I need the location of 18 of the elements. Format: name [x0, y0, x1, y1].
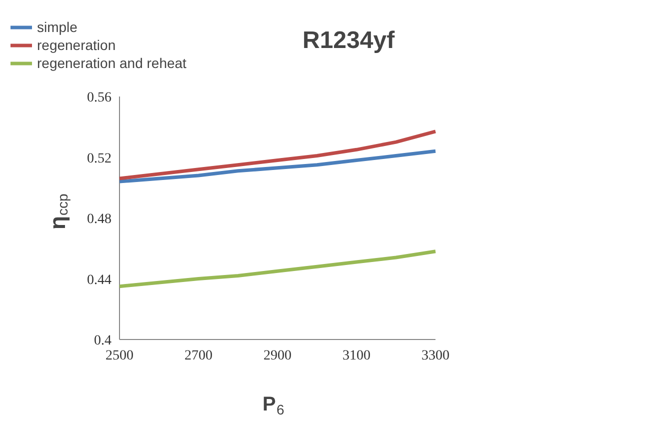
y-tick-label: 0.52	[87, 151, 112, 166]
x-tick-label: 3300	[422, 348, 450, 364]
x-tick-label: 2900	[264, 348, 292, 364]
x-tick-label: 3100	[342, 348, 370, 364]
y-tick-label: 0.56	[87, 90, 112, 106]
y-tick-label: 0.44	[87, 272, 112, 288]
x-tick-label: 2500	[106, 348, 134, 364]
y-axis-title: ηccp	[45, 194, 70, 230]
line-series	[118, 130, 438, 180]
y-tick-label: 0.48	[87, 212, 112, 227]
x-tick-label: 2700	[184, 348, 212, 364]
y-tick-label: 0.4	[94, 334, 112, 348]
legend-label: simple	[37, 18, 78, 36]
legend-label: regeneration	[37, 36, 116, 54]
line-series	[118, 149, 438, 184]
line-series	[118, 250, 438, 288]
legend-label: regeneration and reheat	[37, 54, 186, 72]
chart-title: R1234yf	[302, 27, 396, 54]
